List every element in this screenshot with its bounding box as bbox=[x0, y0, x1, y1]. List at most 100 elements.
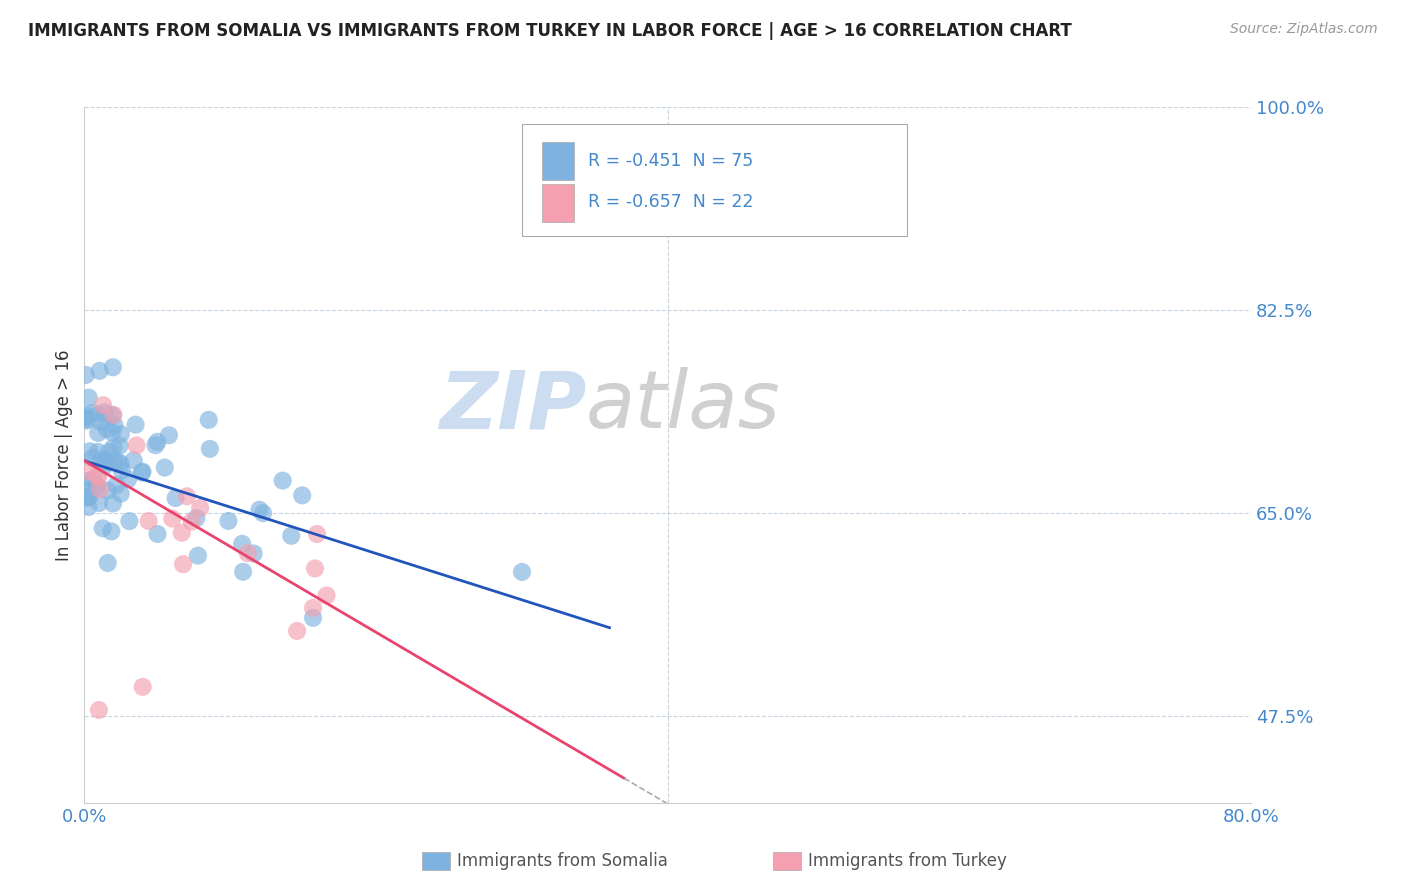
Point bbox=[101, 409, 124, 423]
Point bbox=[93, 459, 115, 474]
Point bbox=[146, 527, 169, 541]
Text: atlas: atlas bbox=[586, 368, 780, 445]
Point bbox=[111, 463, 134, 477]
Point bbox=[186, 511, 208, 525]
Point bbox=[197, 413, 219, 427]
Point bbox=[82, 451, 104, 466]
Point bbox=[86, 469, 108, 483]
Point bbox=[96, 483, 118, 498]
Point bbox=[108, 439, 131, 453]
Text: Source: ZipAtlas.com: Source: ZipAtlas.com bbox=[1230, 22, 1378, 37]
Point bbox=[285, 624, 308, 638]
Point bbox=[172, 558, 194, 572]
Point bbox=[110, 427, 132, 442]
Text: Immigrants from Turkey: Immigrants from Turkey bbox=[808, 852, 1007, 870]
Point bbox=[79, 490, 101, 504]
Point bbox=[96, 455, 118, 469]
Point bbox=[132, 680, 155, 694]
Point bbox=[510, 565, 533, 579]
Text: R = -0.451  N = 75: R = -0.451 N = 75 bbox=[589, 152, 754, 169]
FancyBboxPatch shape bbox=[522, 124, 907, 235]
Point bbox=[153, 460, 176, 475]
Point bbox=[86, 479, 108, 493]
Point bbox=[87, 445, 110, 459]
Bar bbox=[541, 184, 575, 222]
Point bbox=[87, 408, 110, 422]
Point bbox=[138, 514, 160, 528]
Point bbox=[75, 368, 97, 382]
Point bbox=[76, 491, 98, 505]
Point bbox=[87, 470, 110, 484]
Point bbox=[103, 441, 125, 455]
Point bbox=[271, 474, 294, 488]
Text: IMMIGRANTS FROM SOMALIA VS IMMIGRANTS FROM TURKEY IN LABOR FORCE | AGE > 16 CORR: IMMIGRANTS FROM SOMALIA VS IMMIGRANTS FR… bbox=[28, 22, 1071, 40]
Text: R = -0.657  N = 22: R = -0.657 N = 22 bbox=[589, 194, 754, 211]
Point bbox=[162, 511, 184, 525]
Text: ZIP: ZIP bbox=[439, 368, 586, 445]
Point bbox=[75, 408, 97, 422]
Point bbox=[236, 546, 259, 560]
Point bbox=[280, 529, 302, 543]
Point bbox=[87, 703, 110, 717]
Point bbox=[304, 561, 326, 575]
Point bbox=[198, 442, 221, 456]
Point bbox=[93, 452, 115, 467]
Point bbox=[90, 415, 112, 429]
Point bbox=[89, 496, 111, 510]
Point bbox=[101, 425, 124, 440]
Point bbox=[242, 546, 264, 560]
Point bbox=[110, 487, 132, 501]
Point bbox=[89, 364, 111, 378]
Point bbox=[117, 472, 139, 486]
Point bbox=[217, 514, 239, 528]
Point bbox=[118, 514, 141, 528]
Point bbox=[101, 496, 124, 510]
Point bbox=[165, 491, 187, 505]
Point bbox=[77, 474, 100, 488]
Point bbox=[157, 428, 180, 442]
Point bbox=[146, 434, 169, 449]
Bar bbox=[541, 142, 575, 180]
Point bbox=[97, 556, 120, 570]
Point bbox=[82, 406, 104, 420]
Point bbox=[291, 488, 314, 502]
Point bbox=[75, 410, 97, 425]
Point bbox=[131, 466, 153, 480]
Point bbox=[90, 454, 112, 468]
Point bbox=[77, 391, 100, 405]
Point bbox=[91, 521, 114, 535]
Point bbox=[145, 438, 167, 452]
Point bbox=[80, 483, 103, 497]
Point bbox=[104, 418, 127, 433]
Point bbox=[305, 527, 328, 541]
Point bbox=[231, 537, 253, 551]
Point bbox=[188, 501, 211, 516]
Point bbox=[124, 417, 146, 432]
Point bbox=[98, 445, 121, 459]
Point bbox=[77, 500, 100, 514]
Point bbox=[79, 444, 101, 458]
Point bbox=[302, 611, 325, 625]
Point bbox=[91, 398, 114, 412]
Point bbox=[302, 601, 325, 615]
Point bbox=[122, 453, 145, 467]
Point bbox=[252, 506, 274, 520]
Point bbox=[87, 425, 110, 440]
Point bbox=[187, 549, 209, 563]
Point bbox=[96, 422, 118, 436]
Point bbox=[100, 524, 122, 539]
Y-axis label: In Labor Force | Age > 16: In Labor Force | Age > 16 bbox=[55, 349, 73, 561]
Point bbox=[82, 473, 104, 487]
Point bbox=[315, 589, 337, 603]
Text: Immigrants from Somalia: Immigrants from Somalia bbox=[457, 852, 668, 870]
Point bbox=[94, 405, 117, 419]
Point bbox=[76, 464, 98, 478]
Point bbox=[89, 482, 111, 496]
Point bbox=[176, 489, 198, 503]
Point bbox=[77, 490, 100, 504]
Point bbox=[125, 438, 148, 452]
Point bbox=[107, 455, 129, 469]
Point bbox=[110, 457, 132, 471]
Point bbox=[101, 360, 124, 375]
Point bbox=[131, 465, 153, 479]
